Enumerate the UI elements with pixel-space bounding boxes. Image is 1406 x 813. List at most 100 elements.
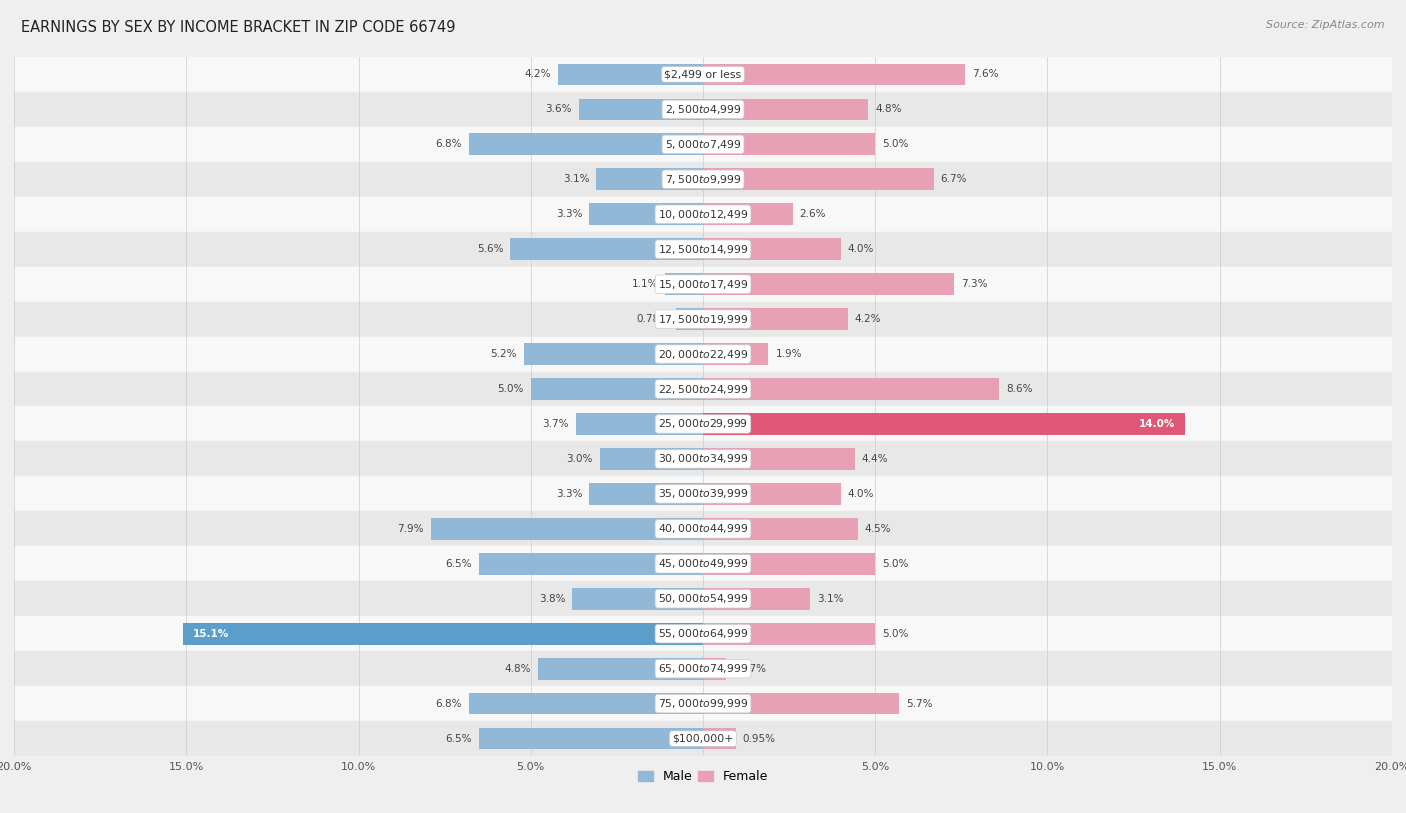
Text: 15.1%: 15.1% <box>193 628 229 639</box>
Text: $65,000 to $74,999: $65,000 to $74,999 <box>658 663 748 675</box>
Bar <box>14 267 1392 302</box>
Legend: Male, Female: Male, Female <box>633 765 773 789</box>
Bar <box>14 581 1392 616</box>
Text: $100,000+: $100,000+ <box>672 733 734 744</box>
Bar <box>558 63 703 85</box>
Text: 7.3%: 7.3% <box>962 279 988 289</box>
Text: $22,500 to $24,999: $22,500 to $24,999 <box>658 383 748 395</box>
Text: 4.0%: 4.0% <box>848 489 875 499</box>
Bar <box>579 98 703 120</box>
Bar <box>703 658 725 680</box>
Text: 5.0%: 5.0% <box>882 628 908 639</box>
Bar <box>703 518 858 540</box>
Bar <box>703 133 875 155</box>
Bar <box>14 127 1392 162</box>
Text: $17,500 to $19,999: $17,500 to $19,999 <box>658 313 748 325</box>
Text: $55,000 to $64,999: $55,000 to $64,999 <box>658 628 748 640</box>
Text: $35,000 to $39,999: $35,000 to $39,999 <box>658 488 748 500</box>
Text: 3.1%: 3.1% <box>562 174 589 185</box>
Bar <box>430 518 703 540</box>
Bar <box>14 686 1392 721</box>
Text: 6.7%: 6.7% <box>941 174 967 185</box>
Bar <box>14 651 1392 686</box>
Text: 3.8%: 3.8% <box>538 593 565 604</box>
Text: 5.2%: 5.2% <box>491 349 517 359</box>
Text: 7.9%: 7.9% <box>398 524 425 534</box>
Bar <box>14 57 1392 92</box>
Text: 3.1%: 3.1% <box>817 593 844 604</box>
Bar <box>703 413 1185 435</box>
Bar <box>468 133 703 155</box>
Bar <box>14 511 1392 546</box>
Text: 4.2%: 4.2% <box>524 69 551 80</box>
Bar <box>703 378 1000 400</box>
Bar <box>14 441 1392 476</box>
Text: 6.5%: 6.5% <box>446 733 472 744</box>
Bar <box>703 308 848 330</box>
Text: EARNINGS BY SEX BY INCOME BRACKET IN ZIP CODE 66749: EARNINGS BY SEX BY INCOME BRACKET IN ZIP… <box>21 20 456 35</box>
Text: 3.3%: 3.3% <box>555 209 582 220</box>
Bar <box>596 168 703 190</box>
Text: 4.8%: 4.8% <box>505 663 531 674</box>
Text: 4.4%: 4.4% <box>862 454 889 464</box>
Bar <box>703 63 965 85</box>
Bar <box>703 448 855 470</box>
Text: $7,500 to $9,999: $7,500 to $9,999 <box>665 173 741 185</box>
Bar <box>703 168 934 190</box>
Text: 4.0%: 4.0% <box>848 244 875 254</box>
Text: 5.0%: 5.0% <box>498 384 524 394</box>
Text: 0.67%: 0.67% <box>733 663 766 674</box>
Bar <box>14 721 1392 756</box>
Text: 6.8%: 6.8% <box>436 139 461 150</box>
Bar <box>14 92 1392 127</box>
Text: $30,000 to $34,999: $30,000 to $34,999 <box>658 453 748 465</box>
Text: 0.78%: 0.78% <box>637 314 669 324</box>
Bar <box>537 658 703 680</box>
Bar <box>572 588 703 610</box>
Text: $12,500 to $14,999: $12,500 to $14,999 <box>658 243 748 255</box>
Bar <box>14 162 1392 197</box>
Bar <box>703 203 793 225</box>
Text: 4.5%: 4.5% <box>865 524 891 534</box>
Bar <box>589 203 703 225</box>
Text: 1.9%: 1.9% <box>775 349 801 359</box>
Bar <box>468 693 703 715</box>
Bar <box>703 553 875 575</box>
Bar <box>14 337 1392 372</box>
Text: $75,000 to $99,999: $75,000 to $99,999 <box>658 698 748 710</box>
Bar <box>703 273 955 295</box>
Bar <box>703 693 900 715</box>
Bar <box>676 308 703 330</box>
Bar <box>531 378 703 400</box>
Text: $10,000 to $12,499: $10,000 to $12,499 <box>658 208 748 220</box>
Bar <box>703 238 841 260</box>
Bar <box>510 238 703 260</box>
Bar <box>14 372 1392 406</box>
Text: 5.6%: 5.6% <box>477 244 503 254</box>
Text: $15,000 to $17,499: $15,000 to $17,499 <box>658 278 748 290</box>
Text: $2,500 to $4,999: $2,500 to $4,999 <box>665 103 741 115</box>
Text: 5.7%: 5.7% <box>907 698 932 709</box>
Bar <box>14 546 1392 581</box>
Bar <box>575 413 703 435</box>
Bar <box>703 588 810 610</box>
Bar <box>479 728 703 750</box>
Bar <box>524 343 703 365</box>
Text: $45,000 to $49,999: $45,000 to $49,999 <box>658 558 748 570</box>
Text: $50,000 to $54,999: $50,000 to $54,999 <box>658 593 748 605</box>
Bar <box>703 343 769 365</box>
Bar <box>14 406 1392 441</box>
Bar <box>14 302 1392 337</box>
Text: 4.8%: 4.8% <box>875 104 901 115</box>
Text: $5,000 to $7,499: $5,000 to $7,499 <box>665 138 741 150</box>
Bar <box>183 623 703 645</box>
Text: 14.0%: 14.0% <box>1139 419 1175 429</box>
Bar <box>589 483 703 505</box>
Text: 6.5%: 6.5% <box>446 559 472 569</box>
Text: $40,000 to $44,999: $40,000 to $44,999 <box>658 523 748 535</box>
Text: $20,000 to $22,499: $20,000 to $22,499 <box>658 348 748 360</box>
Bar <box>14 616 1392 651</box>
Text: 1.1%: 1.1% <box>631 279 658 289</box>
Bar <box>703 728 735 750</box>
Bar <box>479 553 703 575</box>
